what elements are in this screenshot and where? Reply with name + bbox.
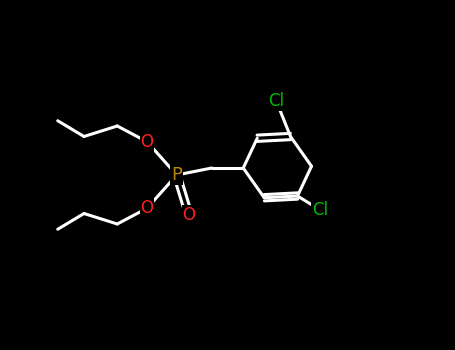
Text: O: O [141,133,153,151]
Text: P: P [172,166,182,184]
Text: O: O [182,206,196,224]
Text: O: O [141,199,153,217]
Text: Cl: Cl [268,92,284,111]
Text: Cl: Cl [312,201,329,219]
